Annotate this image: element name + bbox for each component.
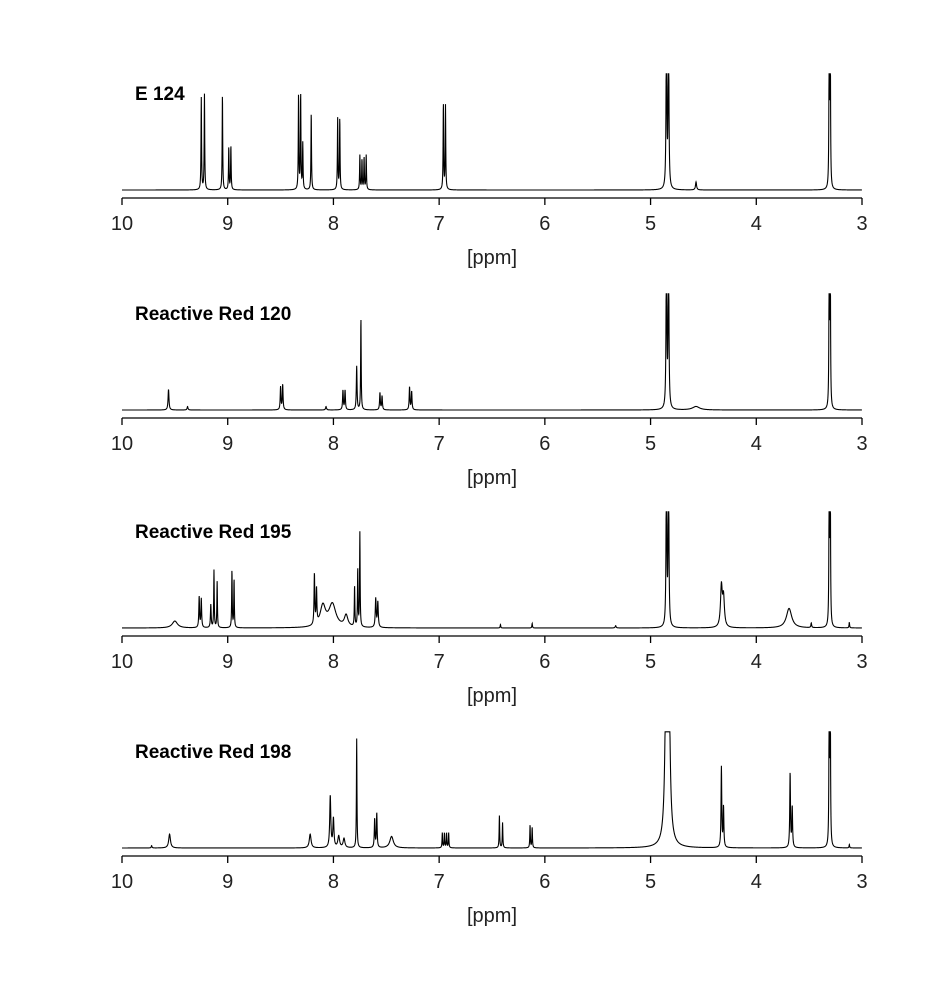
spectrum-line [122, 73, 862, 191]
x-tick-label: 7 [434, 213, 445, 235]
x-tick-label: 7 [434, 871, 445, 893]
x-tick-label: 4 [751, 871, 762, 893]
x-tick-label: 3 [856, 651, 867, 673]
spectrum-panel: Reactive Red 198 10 9 8 7 6 5 4 3 [ppm] [111, 731, 868, 927]
x-tick-label: 3 [856, 213, 867, 235]
x-tick-label: 10 [111, 433, 133, 455]
x-tick-label: 9 [222, 651, 233, 673]
spectrum-line [122, 293, 862, 411]
x-tick-label: 5 [645, 213, 656, 235]
x-tick-label: 6 [539, 213, 550, 235]
x-tick-label: 7 [434, 651, 445, 673]
spectrum-panel: E 124 10 9 8 7 6 5 4 3 [ppm] [111, 73, 868, 269]
spectrum-panel: Reactive Red 195 10 9 8 7 6 5 4 3 [ppm] [111, 511, 868, 707]
panel-title: E 124 [135, 84, 185, 105]
x-tick-label: 8 [328, 651, 339, 673]
x-tick-label: 9 [222, 213, 233, 235]
x-tick-label: 6 [539, 651, 550, 673]
x-tick-label: 3 [856, 433, 867, 455]
panel-title: Reactive Red 120 [135, 304, 291, 325]
x-tick-label: 4 [751, 651, 762, 673]
x-tick-label: 9 [222, 433, 233, 455]
x-tick-label: 8 [328, 433, 339, 455]
x-tick-label: 10 [111, 871, 133, 893]
x-tick-label: 6 [539, 871, 550, 893]
x-tick-label: 7 [434, 433, 445, 455]
x-tick-label: 4 [751, 213, 762, 235]
spectrum-panel: Reactive Red 120 10 9 8 7 6 5 4 3 [ppm] [111, 293, 868, 489]
x-tick-label: 5 [645, 871, 656, 893]
x-tick-label: 3 [856, 871, 867, 893]
panel-title: Reactive Red 195 [135, 522, 292, 543]
x-tick-label: 6 [539, 433, 550, 455]
x-tick-label: 10 [111, 651, 133, 673]
panel-title: Reactive Red 198 [135, 742, 291, 763]
x-axis-label: [ppm] [467, 685, 517, 707]
x-axis-label: [ppm] [467, 247, 517, 269]
x-tick-label: 9 [222, 871, 233, 893]
x-axis-label: [ppm] [467, 905, 517, 927]
x-tick-label: 8 [328, 213, 339, 235]
x-tick-label: 10 [111, 213, 133, 235]
x-tick-label: 4 [751, 433, 762, 455]
x-axis-label: [ppm] [467, 467, 517, 489]
x-tick-label: 5 [645, 433, 656, 455]
x-tick-label: 8 [328, 871, 339, 893]
x-tick-label: 5 [645, 651, 656, 673]
spectrum-line [122, 731, 862, 849]
spectrum-line [122, 511, 862, 629]
